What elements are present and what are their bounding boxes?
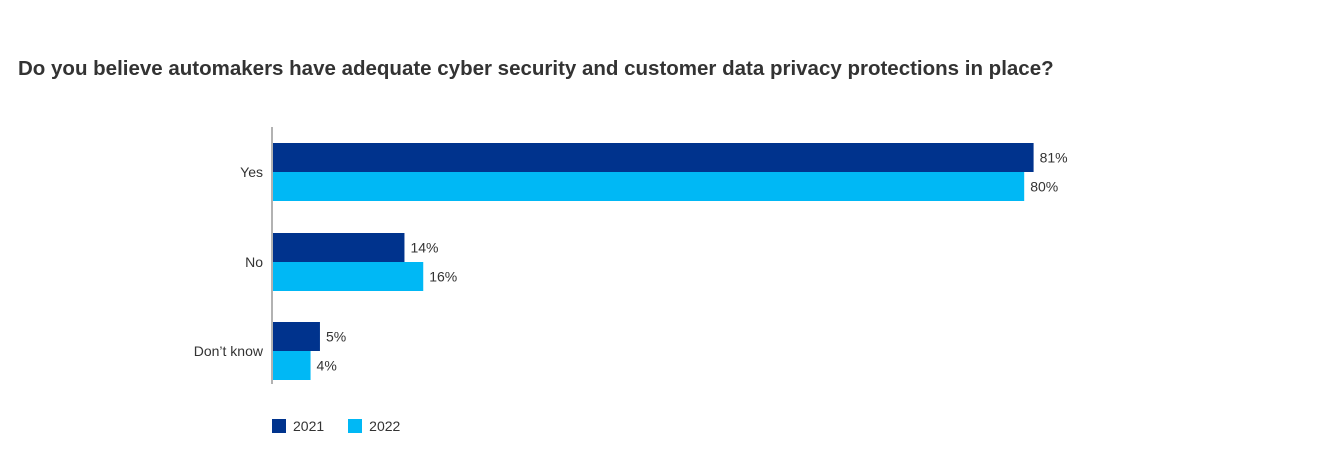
value-label-yes-2021: 81%: [1040, 150, 1068, 166]
bar-don-t-know-2022: [273, 351, 311, 380]
legend: 2021 2022: [272, 418, 424, 434]
chart-title: Do you believe automakers have adequate …: [18, 57, 1054, 80]
legend-label-2021: 2021: [293, 418, 325, 434]
value-label-no-2022: 16%: [429, 269, 457, 285]
bar-yes-2022: [273, 172, 1025, 201]
legend-label-2022: 2022: [369, 418, 401, 434]
value-label-don-t-know-2021: 5%: [326, 329, 346, 345]
value-label-no-2021: 14%: [410, 240, 438, 256]
bars-group: [273, 143, 1034, 380]
bar-don-t-know-2021: [273, 322, 320, 351]
category-label-yes: Yes: [240, 164, 263, 180]
value-labels: 81% 80% 14% 16% 5% 4%: [317, 150, 1068, 374]
legend-swatch-2022: [348, 419, 363, 433]
bar-no-2021: [273, 233, 405, 262]
category-label-no: No: [245, 254, 263, 270]
bar-no-2022: [273, 262, 424, 291]
value-label-yes-2022: 80%: [1030, 179, 1058, 195]
value-label-don-t-know-2022: 4%: [317, 358, 337, 374]
legend-swatch-2021: [272, 419, 286, 433]
legend-item-2022: 2022: [348, 418, 400, 434]
category-labels: Yes No Don’t know: [194, 164, 264, 359]
bar-yes-2021: [273, 143, 1034, 172]
category-label-don-t-know: Don’t know: [194, 343, 264, 359]
legend-item-2021: 2021: [272, 418, 324, 434]
